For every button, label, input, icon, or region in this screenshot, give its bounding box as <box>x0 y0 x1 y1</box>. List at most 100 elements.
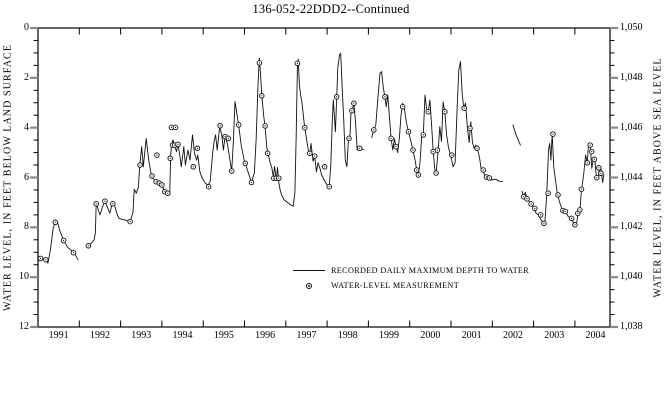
measurement-point-dot <box>304 127 306 129</box>
legend-label-measurement: WATER-LEVEL MEASUREMENT <box>331 281 460 290</box>
measurement-point-dot <box>63 239 65 242</box>
measurement-point-dot <box>580 188 583 190</box>
measurement-point-dot <box>167 192 169 194</box>
measurement-point-dot <box>139 164 141 166</box>
measurement-point-dot <box>227 137 229 139</box>
measurement-point-dot <box>407 131 410 133</box>
measurement-point-dot <box>552 133 554 135</box>
measurement-point-dot <box>444 111 446 113</box>
measurement-circle-swatch <box>292 282 326 289</box>
x-axis-year-label: 2002 <box>502 330 523 341</box>
measurement-point-dot <box>267 152 269 154</box>
measurement-point-dot <box>390 137 392 139</box>
measurement-point-dot <box>530 203 532 205</box>
measurement-point-dot <box>224 136 226 138</box>
x-axis-year-label: 1996 <box>255 330 276 341</box>
x-axis-year-label: 2001 <box>461 330 482 341</box>
x-axis-year-label: 1993 <box>131 330 152 341</box>
measurement-point-dot <box>104 200 106 202</box>
measurement-point-dot <box>314 155 316 157</box>
x-axis-year-label: 2000 <box>420 330 441 341</box>
measurement-point-dot <box>422 134 424 136</box>
measurement-point-dot <box>469 127 471 129</box>
measurement-point-dot <box>589 144 591 146</box>
right-axis-tick-label: 1,044 <box>620 171 643 183</box>
measurement-point-dot <box>54 221 56 223</box>
measurement-point-dot <box>526 198 528 200</box>
measurement-point-dot <box>395 146 397 148</box>
measurement-point-dot <box>402 106 404 108</box>
measurement-point-dot <box>324 166 326 168</box>
chart-title: 136-052-22DDD2--Continued <box>252 2 410 16</box>
measurement-point-dot <box>348 137 350 139</box>
legend-label-line: RECORDED DAILY MAXIMUM DEPTH TO WATER <box>331 266 530 275</box>
measurement-point-dot <box>359 147 361 149</box>
measurement-point-dot <box>598 167 600 169</box>
legend: RECORDED DAILY MAXIMUM DEPTH TO WATER WA… <box>292 263 529 293</box>
left-axis-tick-label: 12 <box>19 321 29 332</box>
measurement-point-dot <box>161 184 163 186</box>
measurement-point-dot <box>238 124 240 126</box>
legend-row-measurement: WATER-LEVEL MEASUREMENT <box>292 278 529 293</box>
measurement-point-dot <box>600 172 602 174</box>
x-axis-year-label: 2004 <box>585 330 606 341</box>
measurement-point-dot <box>336 96 338 98</box>
daily-max-line <box>87 52 364 247</box>
measurement-point-dot <box>373 129 375 131</box>
measurement-point-dot <box>174 126 177 128</box>
right-axis-tick-label: 1,040 <box>620 271 643 283</box>
measurement-point-dot <box>170 126 172 128</box>
measurement-point-dot <box>264 125 266 127</box>
measurement-point-dot <box>540 214 542 216</box>
measurement-point-dot <box>591 151 593 153</box>
measurement-point-dot <box>593 158 595 160</box>
measurement-point-dot <box>174 144 176 146</box>
x-axis-year-label: 1999 <box>379 330 400 341</box>
daily-max-line-swatch <box>292 270 326 271</box>
measurement-point-dot <box>488 177 490 179</box>
measurement-point-dot <box>129 221 131 223</box>
x-axis-year-label: 2003 <box>544 330 565 341</box>
measurement-point-dot <box>476 147 478 149</box>
measurement-point-dot <box>155 181 157 183</box>
measurement-point-dot <box>432 151 434 153</box>
measurement-point-dot <box>296 62 298 64</box>
measurement-point-dot <box>547 192 549 194</box>
measurement-point-dot <box>87 245 89 247</box>
measurement-point-dot <box>451 154 453 156</box>
measurement-point-dot <box>353 102 355 104</box>
right-axis-tick-label: 1,048 <box>620 71 643 83</box>
measurement-point-dot <box>463 107 465 109</box>
measurement-point-dot <box>384 96 386 98</box>
circle-marker-icon <box>306 282 312 289</box>
right-axis-tick-label: 1,050 <box>620 22 643 33</box>
measurement-point-dot <box>417 174 419 176</box>
left-axis-tick-label: 10 <box>19 271 29 283</box>
x-axis-year-label: 1992 <box>89 330 110 341</box>
measurement-point-dot <box>39 257 42 260</box>
measurement-point-dot <box>416 169 418 171</box>
measurement-point-dot <box>328 186 330 188</box>
measurement-point-dot <box>436 149 438 151</box>
measurement-point-dot <box>258 62 260 64</box>
left-axis-tick-label: 0 <box>24 22 29 33</box>
measurement-point-dot <box>412 149 414 151</box>
right-axis-tick-label: 1,046 <box>620 121 643 133</box>
line-sample-icon <box>293 270 325 271</box>
measurement-point-dot <box>577 212 579 214</box>
right-axis-tick-label: 1,042 <box>620 221 643 233</box>
measurement-point-dot <box>435 172 437 174</box>
measurement-point-dot <box>543 222 545 224</box>
measurement-point-dot <box>112 203 114 205</box>
measurement-point-dot <box>164 191 166 193</box>
measurement-point-dot <box>219 125 221 127</box>
measurement-point-dot <box>482 169 484 171</box>
measurement-point-dot <box>45 259 47 261</box>
daily-max-line <box>38 221 79 264</box>
measurement-point-dot <box>177 143 179 145</box>
measurement-point-dot <box>351 110 353 112</box>
left-axis-tick-label: 6 <box>24 171 29 183</box>
legend-row-line: RECORDED DAILY MAXIMUM DEPTH TO WATER <box>292 263 529 278</box>
measurement-point-dot <box>596 177 598 179</box>
